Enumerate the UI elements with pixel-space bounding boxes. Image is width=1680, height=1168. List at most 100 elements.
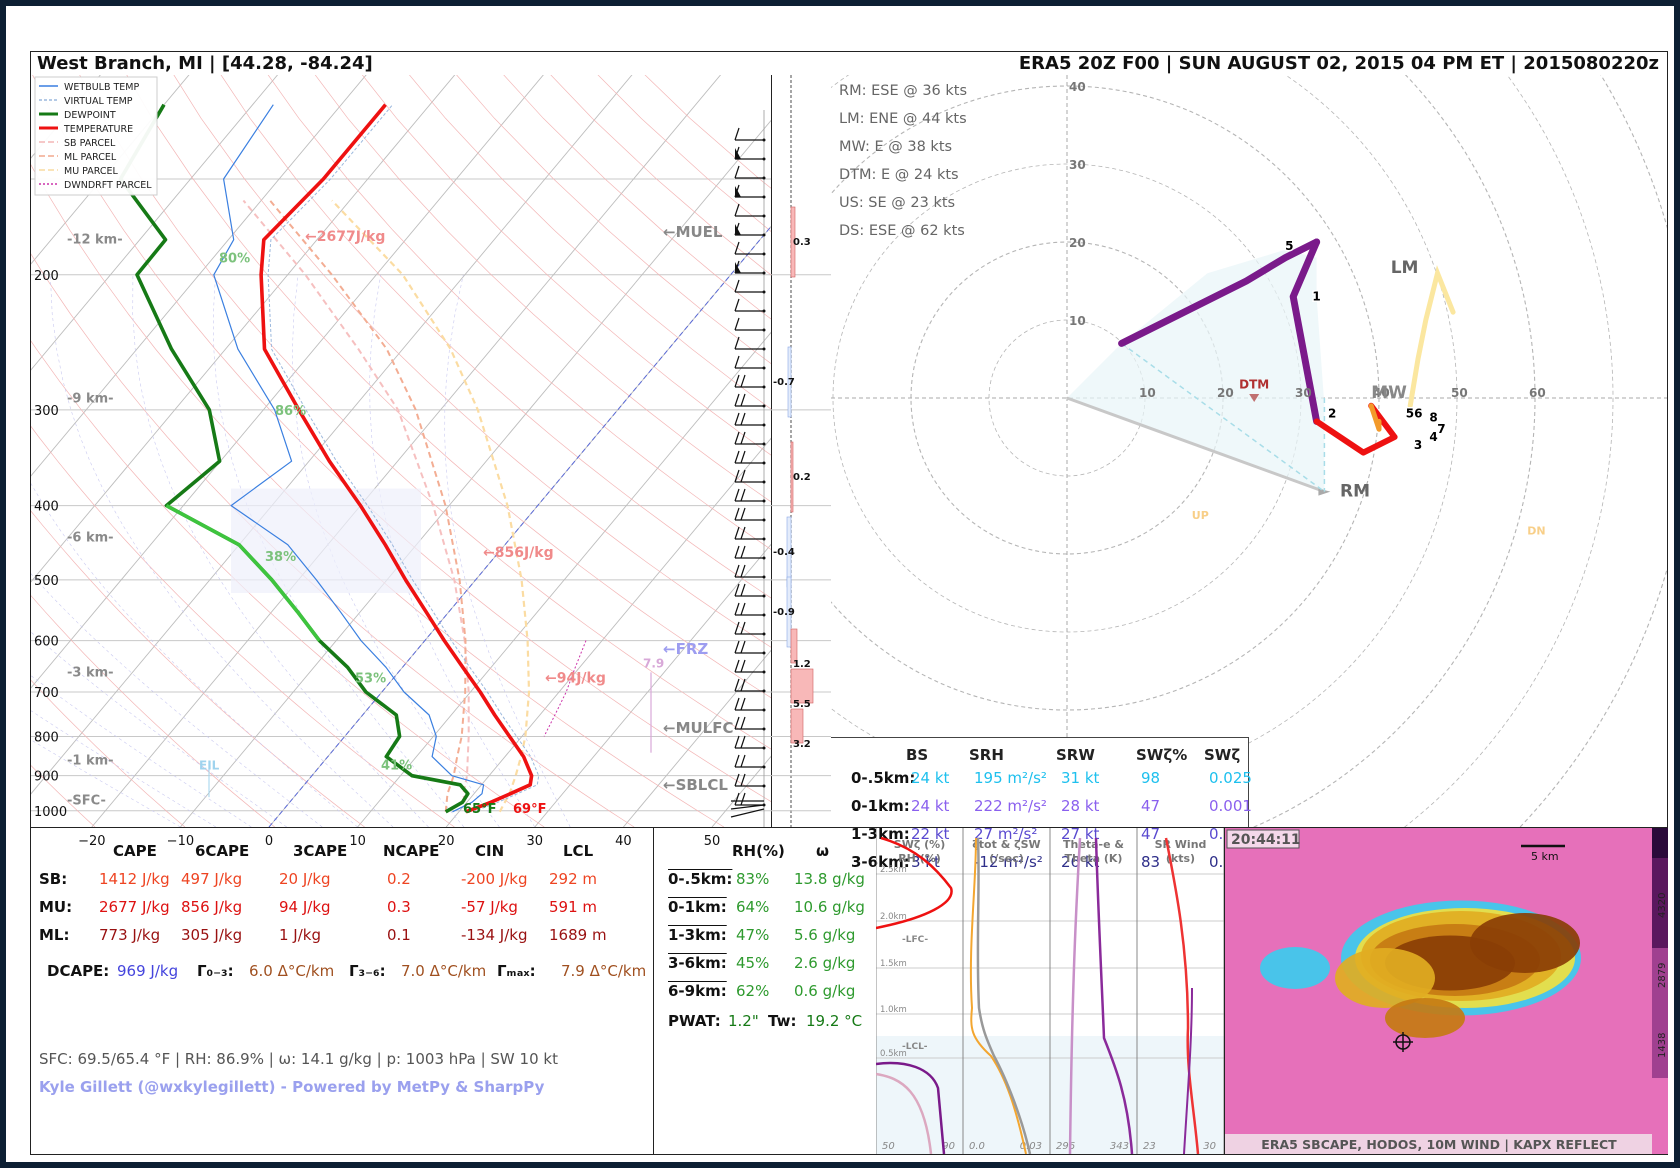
moist-row-label: 6-9km: — [668, 982, 727, 1000]
inset-tick: 296 — [1056, 1141, 1075, 1152]
cape-label: ←856J/kg — [483, 545, 554, 561]
kin-cell: 24 kt — [911, 797, 950, 815]
location-title: West Branch, MI | [44.28, -84.24] — [37, 53, 373, 74]
moist-rh: 45% — [736, 954, 770, 972]
lapse-max-label: 7.9 — [643, 656, 664, 670]
legend-entry: DWNDRFT PARCEL — [64, 180, 152, 191]
pressure-tick: 400 — [34, 500, 59, 515]
height-label: -12 km- — [67, 233, 123, 248]
thermo-header: CIN — [475, 842, 505, 860]
inset-height-tick: 1.5km — [880, 959, 907, 969]
cape-label: ←2677J/kg — [305, 229, 385, 245]
shear-value: -0.7 — [773, 377, 795, 388]
kin-cell: 222 m²/s² — [974, 797, 1047, 815]
hodo-ring-label: 60 — [1529, 386, 1546, 400]
thermo-cell: 20 J/kg — [279, 870, 331, 888]
thermo-table: CAPE 6CAPE 3CAPE NCAPE CIN LCL SB: 1412 J/kg 497… — [31, 828, 654, 1154]
hodo-height-label: 7 — [1437, 422, 1445, 436]
kin-cell: 27 m²/s² — [974, 825, 1038, 843]
level-label: ←MUEL — [663, 223, 723, 241]
inset-title: (kts) — [1166, 852, 1195, 865]
moist-row-label: 0-1km: — [668, 898, 727, 916]
skewt-legend: WETBULB TEMP VIRTUAL TEMP DEWPOINT TEMPERAT… — [34, 76, 158, 196]
dn-marker: DN — [1527, 525, 1545, 538]
moist-w: 0.6 g/kg — [794, 982, 856, 1000]
pressure-tick: 900 — [34, 770, 59, 785]
pressure-tick: 1000 — [34, 805, 67, 820]
lm-marker: LM — [1391, 258, 1419, 278]
inset-tick: 343 — [1110, 1141, 1129, 1152]
storm-motion-line: RM: ESE @ 36 kts — [839, 83, 967, 99]
thermo-cell: 0.3 — [387, 898, 411, 916]
storm-motion-line: DS: ESE @ 62 kts — [839, 223, 965, 239]
moist-header: ω — [816, 842, 830, 860]
storm-motion-line: LM: ENE @ 44 kts — [839, 111, 967, 127]
moist-w: 5.6 g/kg — [794, 926, 856, 944]
inset-height-tick: 2.5km — [880, 865, 907, 875]
storm-motion-line: MW: E @ 38 kts — [839, 139, 952, 155]
inset-height-tick: 1.0km — [880, 1005, 907, 1015]
legend-entry: TEMPERATURE — [63, 124, 133, 135]
temperature-tick: 40 — [615, 834, 632, 849]
inset-title: Theta (K) — [1065, 852, 1123, 865]
kin-header: SWζ — [1204, 746, 1241, 764]
wetbulb-line — [213, 104, 485, 813]
moist-rh: 47% — [736, 926, 770, 944]
moist-w: 10.6 g/kg — [794, 898, 865, 916]
moist-w: 13.8 g/kg — [794, 870, 865, 888]
storm-motion-line: DTM: E @ 24 kts — [839, 167, 959, 183]
legend-entry: ML PARCEL — [64, 152, 117, 163]
thermo-cell: -200 J/kg — [461, 870, 528, 888]
pressure-tick: 700 — [34, 686, 59, 701]
hodo-ring-label: 40 — [1373, 386, 1390, 400]
thermo-header: 6CAPE — [195, 842, 250, 860]
height-label: -6 km- — [67, 530, 114, 545]
legend-entry: VIRTUAL TEMP — [64, 96, 133, 107]
pressure-tick: 800 — [34, 730, 59, 745]
level-label: ←MULFC — [663, 719, 734, 737]
thermo-cell: 497 J/kg — [181, 870, 243, 888]
kin-cell: 47 — [1141, 797, 1161, 815]
inset-tick: 0.0 — [969, 1141, 985, 1152]
inset-title: RH (%) — [898, 852, 941, 865]
kin-row-label: 1-3km: — [851, 825, 910, 843]
hodograph-panel: 10 20 30 40 50 60 10 20 30 40 5 1 2 3 56 874 RM: ESE @ 3… — [831, 75, 1667, 827]
lapse-36-value: 7.0 Δ°C/km — [401, 962, 487, 980]
virtual-temp-line — [267, 104, 540, 813]
height-label: -SFC- — [67, 794, 106, 809]
height-label: -9 km- — [67, 392, 114, 407]
wind-barbs — [730, 110, 766, 827]
inset-title: (/sec) — [989, 852, 1024, 865]
level-label: ←SBLCL — [663, 776, 728, 794]
hodo-ring-label: 20 — [1217, 386, 1234, 400]
lapse-03-value: 6.0 Δ°C/km — [249, 962, 335, 980]
legend-entry: DEWPOINT — [64, 110, 116, 121]
rh-label: 38% — [265, 550, 296, 565]
hodo-ring-label: 30 — [1069, 158, 1086, 172]
hodo-height-label: 56 — [1406, 407, 1423, 421]
downdraft-parcel-line — [543, 640, 587, 737]
pwat-value: 1.2" — [728, 1012, 759, 1030]
hodo-ring-label: 40 — [1069, 80, 1086, 94]
kin-row-label: 3-6km: — [851, 853, 910, 871]
thermo-header: CAPE — [113, 842, 157, 860]
shear-bar — [790, 628, 798, 664]
pressure-tick: 200 — [34, 269, 59, 284]
kin-cell: 28 kt — [1061, 797, 1100, 815]
shear-bar — [790, 668, 814, 704]
hodo-ring-label: 20 — [1069, 236, 1086, 250]
rm-marker: RM — [1340, 482, 1370, 502]
shear-bar — [790, 206, 796, 278]
temperature-tick: −10 — [167, 834, 194, 849]
thermo-header: LCL — [563, 842, 594, 860]
thermo-cell: 94 J/kg — [279, 898, 331, 916]
pressure-tick: 500 — [34, 574, 59, 589]
kin-row-label: 0-.5km: — [851, 769, 916, 787]
rh-label: 86% — [275, 404, 306, 419]
legend-entry: WETBULB TEMP — [64, 82, 140, 93]
pressure-tick: 300 — [34, 404, 59, 419]
run-title: ERA5 20Z F00 | SUN AUGUST 02, 2015 04 PM… — [1018, 53, 1659, 74]
height-label: -3 km- — [67, 665, 114, 680]
moist-row-label: 3-6km: — [668, 954, 727, 972]
rh-label: 80% — [219, 252, 250, 267]
